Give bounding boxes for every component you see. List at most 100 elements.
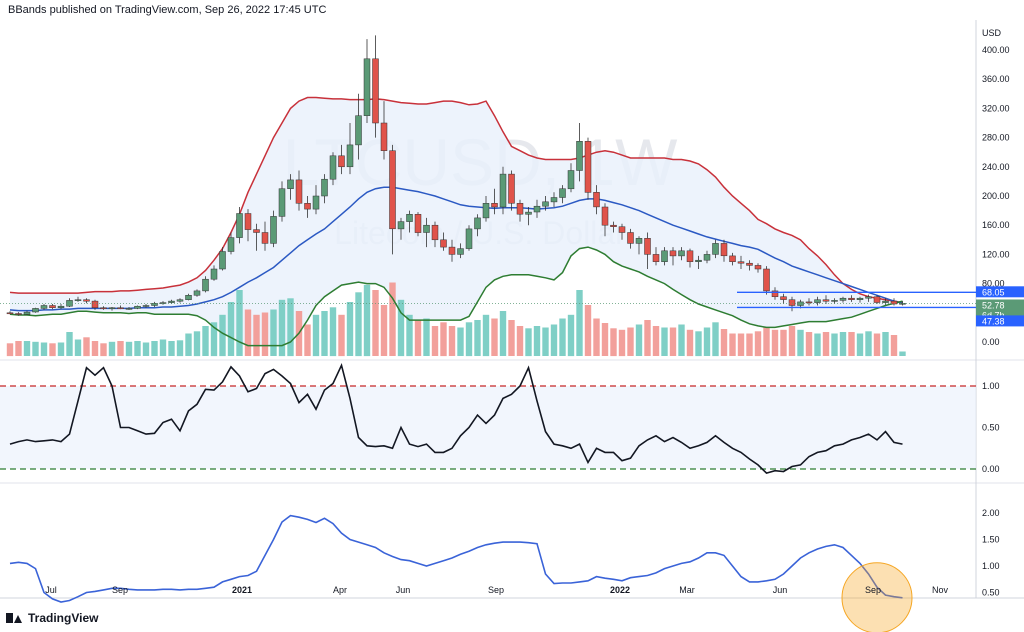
- volume-bar: [601, 323, 609, 356]
- volume-bar: [83, 337, 90, 357]
- bull-candle: [312, 195, 320, 210]
- bull-candle: [482, 203, 490, 219]
- volume-bar: [210, 322, 218, 357]
- volume-bar: [100, 343, 107, 357]
- bull-candle: [839, 297, 847, 301]
- bull-candle: [703, 254, 711, 261]
- percent-b-tick-label: 0.00: [982, 464, 1000, 474]
- bull-candle: [525, 211, 532, 215]
- price-tick-label: 360.00: [982, 74, 1010, 84]
- price-tag-label: 47.38: [982, 316, 1005, 326]
- volume-bar: [491, 318, 498, 356]
- bear-candle: [873, 296, 881, 303]
- volume-bar: [227, 302, 235, 356]
- bear-candle: [822, 299, 830, 302]
- bear-candle: [601, 206, 609, 226]
- time-tick-label: Jun: [396, 585, 411, 595]
- time-tick-label: Apr: [333, 585, 347, 595]
- price-axis-unit: USD: [982, 28, 1002, 38]
- volume-bar: [525, 328, 532, 357]
- bear-candle: [117, 307, 124, 309]
- bull-candle: [185, 295, 192, 300]
- bull-candle: [278, 188, 286, 217]
- bull-candle: [142, 305, 150, 307]
- price-tick-label: 280.00: [982, 133, 1010, 143]
- volume-bar: [720, 329, 728, 356]
- bull-candle: [397, 221, 405, 230]
- volume-bar: [423, 318, 430, 356]
- volume-bar: [771, 329, 779, 357]
- volume-bar: [380, 305, 388, 356]
- time-tick-label: Sep: [488, 585, 504, 595]
- volume-bar: [236, 290, 243, 356]
- bear-candle: [805, 301, 813, 304]
- tradingview-brand[interactable]: TradingView: [6, 609, 98, 627]
- bull-candle: [559, 188, 566, 198]
- bear-candle: [83, 299, 90, 302]
- volume-bar: [321, 311, 328, 356]
- volume-bar: [746, 333, 753, 356]
- bear-candle: [491, 203, 498, 208]
- volume-bar: [627, 327, 634, 356]
- volume-bar: [40, 342, 48, 356]
- volume-bar: [822, 332, 830, 356]
- time-tick-label: Jun: [773, 585, 788, 595]
- volume-bar: [712, 322, 719, 357]
- volume-bar: [474, 320, 481, 356]
- bull-candle: [567, 170, 575, 190]
- volume-bar: [610, 328, 617, 357]
- bear-candle: [729, 255, 736, 262]
- bull-candle: [865, 296, 872, 299]
- volume-bar: [593, 318, 600, 356]
- bear-candle: [304, 203, 311, 210]
- volume-bar: [363, 284, 371, 357]
- plot-layer: LTCUSD, 1WLitecoin / U.S. Dollar: [0, 35, 976, 632]
- bear-candle: [414, 214, 422, 233]
- volume-bar: [865, 331, 872, 357]
- volume-bar: [151, 341, 158, 356]
- volume-bar: [431, 326, 439, 356]
- bull-candle: [193, 290, 201, 296]
- time-tick-label: Jul: [45, 585, 57, 595]
- bandwidth-tick-label: 1.00: [982, 561, 1000, 571]
- volume-bar: [788, 326, 796, 356]
- bear-candle: [593, 192, 600, 208]
- bull-candle: [346, 144, 354, 168]
- volume-bar: [448, 326, 456, 356]
- time-tick-label: Sep: [112, 585, 128, 595]
- volume-bar: [355, 292, 362, 357]
- bull-candle: [176, 299, 184, 302]
- price-tick-label: 160.00: [982, 220, 1010, 230]
- volume-bar: [261, 312, 269, 356]
- bull-candle: [635, 238, 643, 244]
- bull-candle: [550, 197, 558, 203]
- volume-bar: [193, 331, 201, 357]
- bull-candle: [797, 301, 804, 306]
- volume-bar: [848, 332, 855, 356]
- volume-bar: [108, 341, 116, 357]
- volume-bar: [882, 332, 889, 356]
- time-tick-label: 2022: [610, 585, 630, 595]
- price-tick-label: 80.00: [982, 279, 1005, 289]
- bandwidth-tick-label: 0.50: [982, 588, 1000, 598]
- bull-candle: [227, 237, 235, 252]
- bull-candle: [125, 308, 133, 310]
- volume-bar: [465, 322, 473, 357]
- bear-candle: [440, 239, 447, 248]
- bear-candle: [261, 232, 269, 244]
- volume-bar: [635, 324, 643, 356]
- percent-b-tick-label: 0.50: [982, 423, 1000, 433]
- time-tick-label: Nov: [932, 585, 949, 595]
- bull-candle: [287, 179, 294, 189]
- volume-bar: [559, 318, 566, 356]
- bear-candle: [771, 290, 779, 297]
- volume-bar: [754, 331, 762, 357]
- volume-bar: [678, 324, 685, 356]
- bull-candle: [57, 305, 65, 308]
- time-tick-label: Sep: [865, 585, 881, 595]
- bull-candle: [831, 300, 838, 302]
- bull-candle: [576, 141, 583, 171]
- volume-bar: [6, 343, 14, 357]
- bear-candle: [737, 261, 745, 264]
